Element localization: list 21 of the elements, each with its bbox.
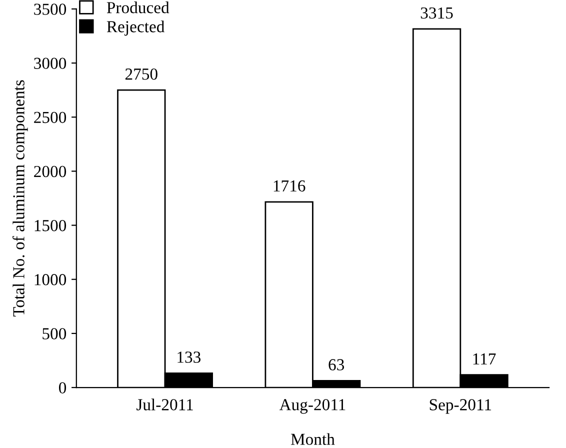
y-tick-label: 1000 (34, 274, 66, 286)
y-tick-label: 1500 (34, 220, 66, 232)
y-tick-label: 0 (58, 382, 66, 394)
y-tick-label: 3000 (34, 58, 66, 69)
y-axis-title: Total No. of aluminum components (12, 80, 28, 317)
y-tick-label: 2500 (34, 112, 66, 124)
legend-label: Produced (106, 2, 170, 14)
data-label: 1716 (274, 180, 306, 192)
data-label: 3315 (420, 7, 453, 19)
x-tick-label: Sep-2011 (430, 399, 492, 414)
data-label: 2750 (125, 68, 158, 80)
y-tick-label: 500 (42, 328, 66, 340)
y-tick-label: 3500 (34, 4, 66, 15)
data-label: 117 (473, 353, 496, 364)
data-label: 133 (178, 352, 201, 363)
x-tick-label: Aug-2011 (279, 399, 346, 414)
data-label: 63 (328, 359, 344, 370)
x-tick-label: Jul-2011 (136, 398, 193, 410)
y-tick-label: 2000 (34, 166, 66, 178)
x-axis-title: Month (290, 433, 335, 445)
legend-label: Rejected (106, 20, 165, 36)
